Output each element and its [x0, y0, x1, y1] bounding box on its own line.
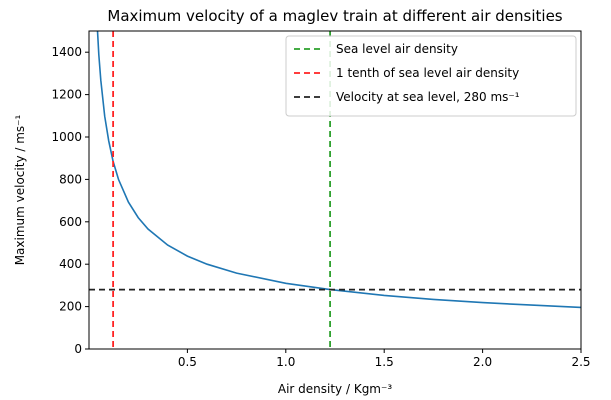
x-tick-label: 2.0 — [473, 355, 492, 369]
velocity-curve — [96, 31, 581, 309]
y-tick-label: 0 — [74, 342, 82, 356]
legend-box — [285, 35, 577, 117]
y-axis-title: Maximum velocity / ms⁻¹ — [13, 115, 27, 266]
x-axis-title: Air density / Kgm⁻³ — [278, 382, 392, 396]
y-tick-label: 1000 — [51, 130, 82, 144]
x-tick-label: 1.5 — [375, 355, 394, 369]
y-tick-label: 200 — [59, 300, 82, 314]
y-tick-label: 1400 — [51, 45, 82, 59]
legend-label: Velocity at sea level, 280 ms⁻¹ — [336, 90, 520, 104]
x-axis: 0.5 1.0 1.5 2.0 2.5 — [178, 349, 591, 369]
x-tick-label: 2.5 — [571, 355, 590, 369]
chart-title: Maximum velocity of a maglev train at di… — [107, 7, 562, 25]
legend: Sea level air density 1 tenth of sea leve… — [285, 35, 577, 117]
x-tick-label: 1.0 — [276, 355, 295, 369]
y-tick-label: 400 — [59, 257, 82, 271]
legend-label: Sea level air density — [336, 42, 458, 56]
y-tick-label: 1200 — [51, 88, 82, 102]
y-tick-label: 800 — [59, 172, 82, 186]
y-axis: 0 200 400 600 800 1000 1200 1400 — [51, 45, 89, 356]
plot-frame — [88, 30, 582, 350]
y-tick-label: 600 — [59, 215, 82, 229]
legend-label: 1 tenth of sea level air density — [336, 66, 519, 80]
x-tick-label: 0.5 — [178, 355, 197, 369]
